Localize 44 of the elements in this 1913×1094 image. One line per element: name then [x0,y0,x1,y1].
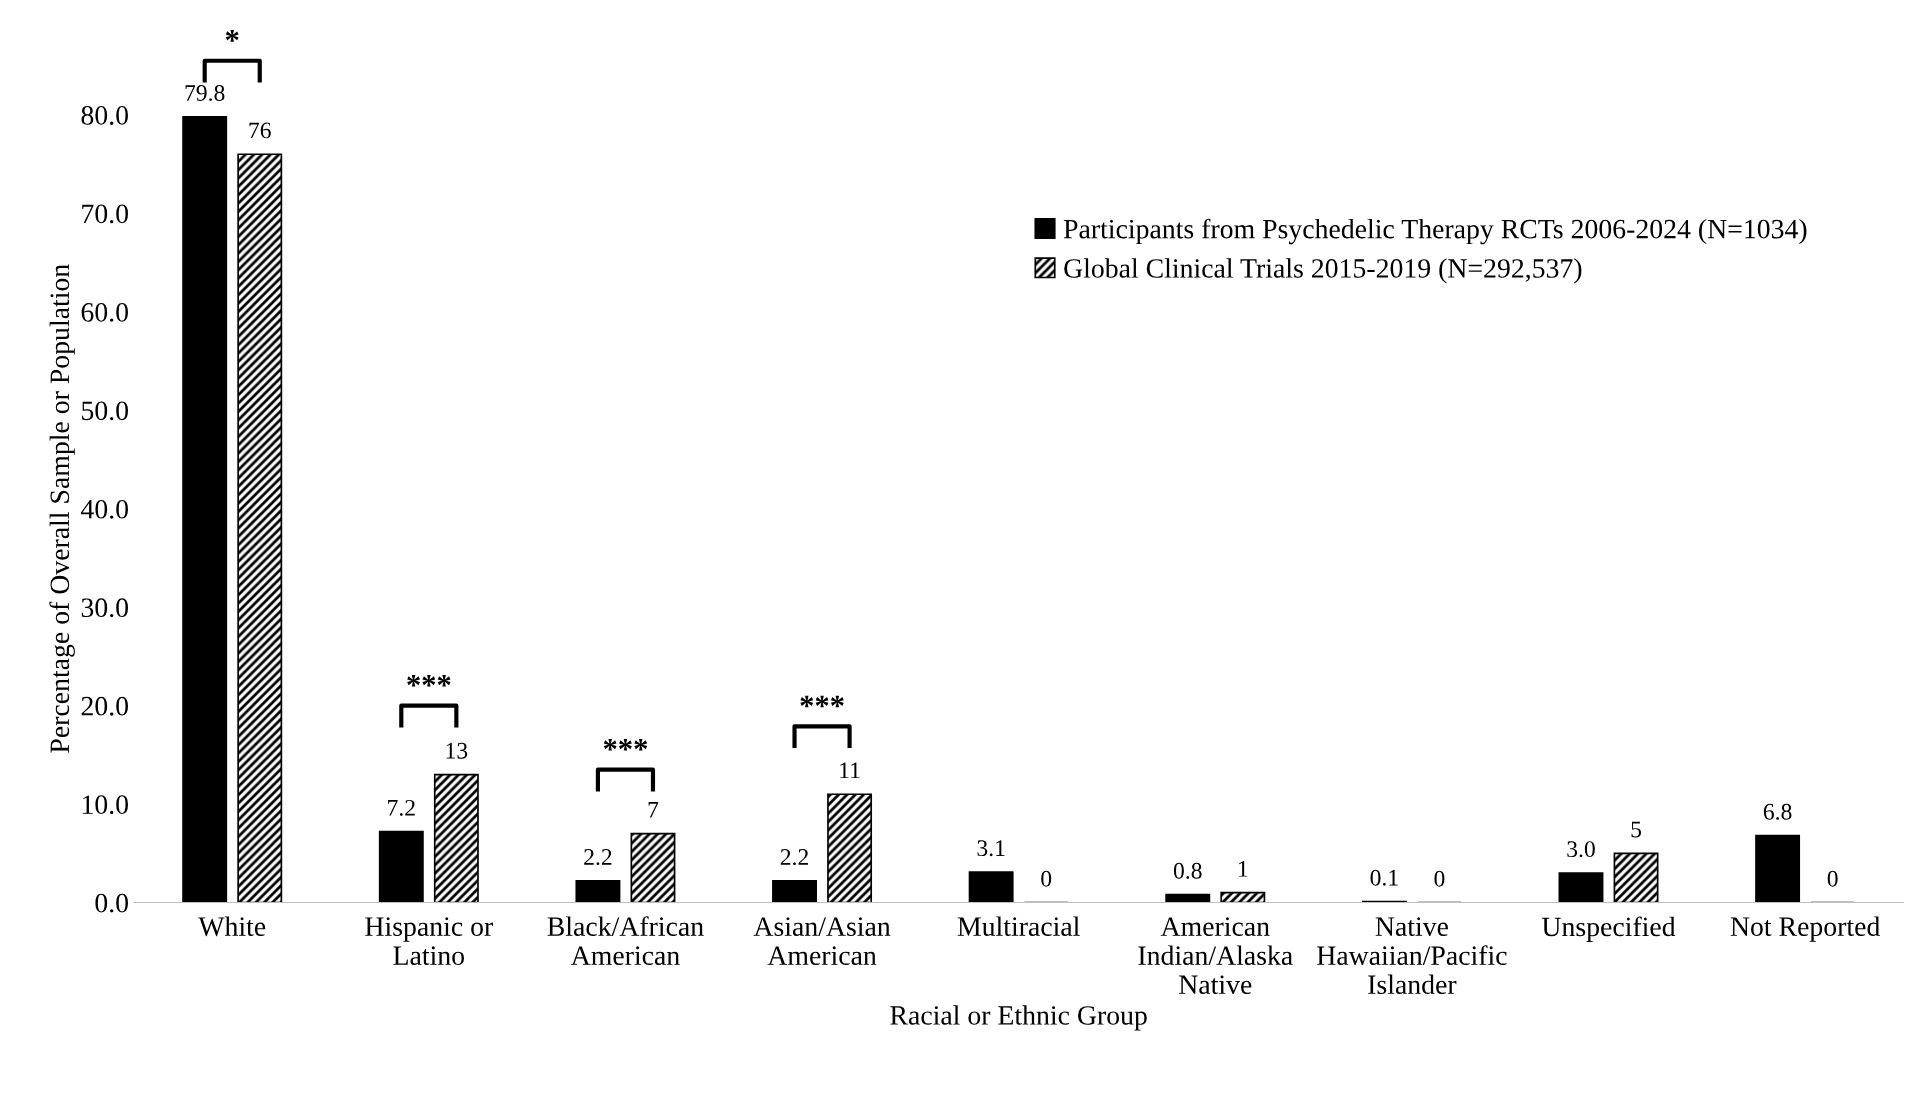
data-label: 0 [1827,870,1838,887]
x-tick-label: Asian/Asian American [753,917,891,966]
legend-label: Participants from Psychedelic Therapy RCTs 2006-2024 (N=1034) [1063,218,1807,245]
data-label: 2.2 [584,849,612,866]
y-tick-label: 60.0 [81,302,128,322]
data-label: 7 [648,802,659,818]
y-tick-label: 50.0 [82,401,128,421]
data-label: 79.8 [185,85,225,102]
x-tick-label: American Indian/Alaska Native [1138,917,1293,995]
x-tick-label: Native Hawaiian/Pacific Islander [1317,917,1507,995]
data-label: 3.0 [1567,841,1595,858]
data-label: 13 [446,742,468,759]
data-label: 2.2 [780,849,808,866]
text: * [225,30,239,42]
y-tick-label: 30.0 [81,598,128,618]
y-tick-label: 40.0 [80,499,128,519]
y-tick-label: 0.0 [95,893,128,913]
x-tick-label: Not Reported [1730,916,1880,942]
annotation: *** [800,695,844,708]
y-tick-label: 80.0 [81,106,128,125]
data-label: 0.1 [1370,869,1398,886]
x-tick-label: Multiracial [957,916,1080,936]
annotation: *** [603,739,648,751]
data-label: 5 [1631,821,1642,838]
x-tick-label: Unspecified [1541,916,1676,942]
y-tick-label: 20.0 [81,696,128,716]
legend-label: Global Clinical Trials 2015-2019 (N=292,537) [1064,258,1582,284]
data-label: 3.1 [977,840,1005,857]
y-tick-label: 70.0 [82,204,128,224]
data-label: 1 [1238,860,1248,877]
y-tick-label: 10.0 [82,795,128,815]
x-tick-label: Hispanic or Latino [365,917,493,966]
data-label: 11 [840,762,860,779]
annotation: *** [407,675,451,687]
data-label: 7.2 [388,799,415,816]
y-axis-title: Percentage of Overall Sample or Population [49,264,75,753]
data-label: 76 [249,122,271,139]
data-label: 0 [1041,870,1052,887]
x-axis-title: Racial or Ethnic Group [890,1005,1147,1031]
data-label: 0.8 [1173,862,1202,879]
data-label: 6.8 [1763,803,1792,820]
x-tick-label: White [198,916,266,937]
x-tick-label: Black/African American [547,916,704,966]
data-label: 0 [1434,870,1445,887]
